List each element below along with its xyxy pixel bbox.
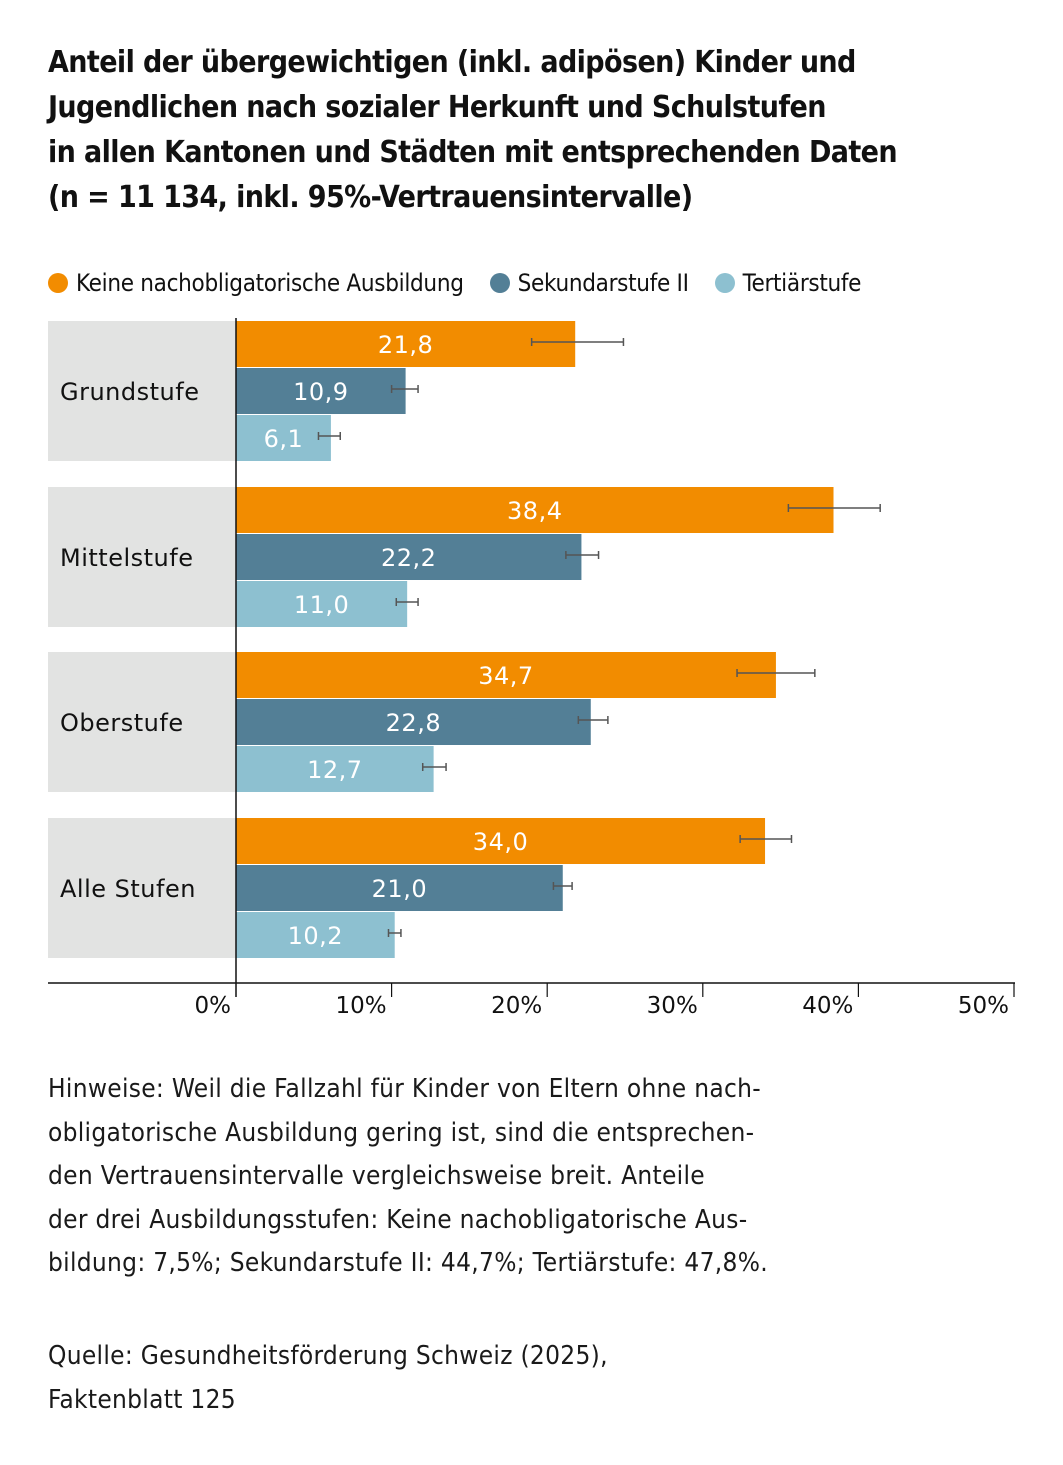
bar-sekundarstufe bbox=[236, 699, 591, 745]
bar-tertiaerstufe bbox=[236, 746, 434, 792]
data-label: 34,7 bbox=[478, 662, 533, 690]
source-line: Faktenblatt 125 bbox=[48, 1384, 236, 1415]
bar-keine-ausbildung bbox=[236, 321, 576, 367]
legend-dot-orange-icon bbox=[48, 273, 68, 293]
category-background bbox=[48, 652, 236, 792]
category-label: Mittelstufe bbox=[60, 544, 193, 572]
x-tick-label: 10% bbox=[335, 993, 386, 1019]
bar-keine-ausbildung bbox=[236, 487, 834, 533]
bar-sekundarstufe bbox=[236, 865, 563, 911]
bar-keine-ausbildung bbox=[236, 818, 766, 864]
x-tick-label: 50% bbox=[958, 993, 1009, 1019]
data-label: 12,7 bbox=[307, 756, 362, 784]
legend-label: Sekundarstufe II bbox=[517, 269, 689, 297]
x-tick-label: 30% bbox=[647, 993, 698, 1019]
bar-tertiaerstufe bbox=[236, 912, 395, 958]
legend-item-sekundarstufe: Sekundarstufe II bbox=[489, 269, 689, 297]
title-line: in allen Kantonen und Städten mit entspr… bbox=[48, 135, 898, 170]
source-line: Quelle: Gesundheitsförderung Schweiz (20… bbox=[48, 1341, 608, 1371]
legend-item-tertiaerstufe: Tertiärstufe bbox=[714, 269, 862, 297]
data-label: 34,0 bbox=[473, 828, 528, 856]
data-label: 22,8 bbox=[386, 709, 441, 737]
data-label: 22,2 bbox=[381, 544, 436, 572]
title-line: Anteil der übergewichtigen (inkl. adipös… bbox=[48, 45, 856, 80]
category-background bbox=[48, 487, 236, 627]
bar-sekundarstufe bbox=[236, 534, 582, 580]
bar-tertiaerstufe bbox=[236, 581, 408, 627]
x-tick-label: 20% bbox=[491, 993, 542, 1019]
notes-line: der drei Ausbildungsstufen: Keine nachob… bbox=[48, 1204, 748, 1235]
bar-chart: Grundstufe 21,8 10,9 6,1 Mittelstufe 38,4 22,2… bbox=[48, 318, 1015, 1019]
data-label: 21,8 bbox=[378, 331, 433, 359]
notes-line: bildung: 7,5%; Sekundarstufe II: 44,7%; … bbox=[48, 1248, 768, 1278]
notes-line: obligatorische Ausbildung gering ist, si… bbox=[48, 1117, 755, 1148]
x-tick-label: 40% bbox=[802, 993, 853, 1019]
data-label: 21,0 bbox=[372, 875, 427, 903]
title-line: Jugendlichen nach sozialer Herkunft und … bbox=[48, 90, 826, 125]
source: Quelle: Gesundheitsförderung Schweiz (20… bbox=[48, 1335, 608, 1422]
category-background bbox=[48, 321, 236, 461]
chart-title: Anteil der übergewichtigen (inkl. adipös… bbox=[48, 40, 1048, 220]
notes-line: Hinweise: Weil die Fallzahl für Kinder v… bbox=[48, 1074, 761, 1104]
notes-line: den Vertrauensintervalle vergleichsweise… bbox=[48, 1161, 705, 1191]
category-label: Grundstufe bbox=[60, 378, 199, 406]
bar-sekundarstufe bbox=[236, 368, 406, 414]
data-label: 11,0 bbox=[294, 591, 349, 619]
data-label: 38,4 bbox=[507, 497, 562, 525]
bar-tertiaerstufe bbox=[236, 415, 331, 461]
data-label: 10,9 bbox=[293, 378, 348, 406]
legend-dot-dark-blue-icon bbox=[489, 273, 510, 293]
legend-dot-light-blue-icon bbox=[714, 273, 735, 293]
legend-item-keine-ausbildung: Keine nachobligatorische Ausbildung bbox=[48, 269, 464, 297]
category-label: Oberstufe bbox=[60, 709, 184, 737]
title-line: (n = 11 134, inkl. 95%-Vertrauensinterva… bbox=[48, 180, 693, 215]
data-label: 6,1 bbox=[264, 425, 304, 453]
legend: Keine nachobligatorische Ausbildung Seku… bbox=[48, 266, 887, 300]
legend-label: Keine nachobligatorische Ausbildung bbox=[76, 269, 464, 297]
category-label: Alle Stufen bbox=[60, 875, 196, 903]
legend-label: Tertiärstufe bbox=[742, 269, 862, 297]
data-label: 10,2 bbox=[288, 922, 343, 950]
category-background bbox=[48, 818, 236, 958]
bar-keine-ausbildung bbox=[236, 652, 776, 698]
notes: Hinweise: Weil die Fallzahl für Kinder v… bbox=[48, 1068, 1038, 1286]
x-tick-label: 0% bbox=[195, 993, 232, 1019]
